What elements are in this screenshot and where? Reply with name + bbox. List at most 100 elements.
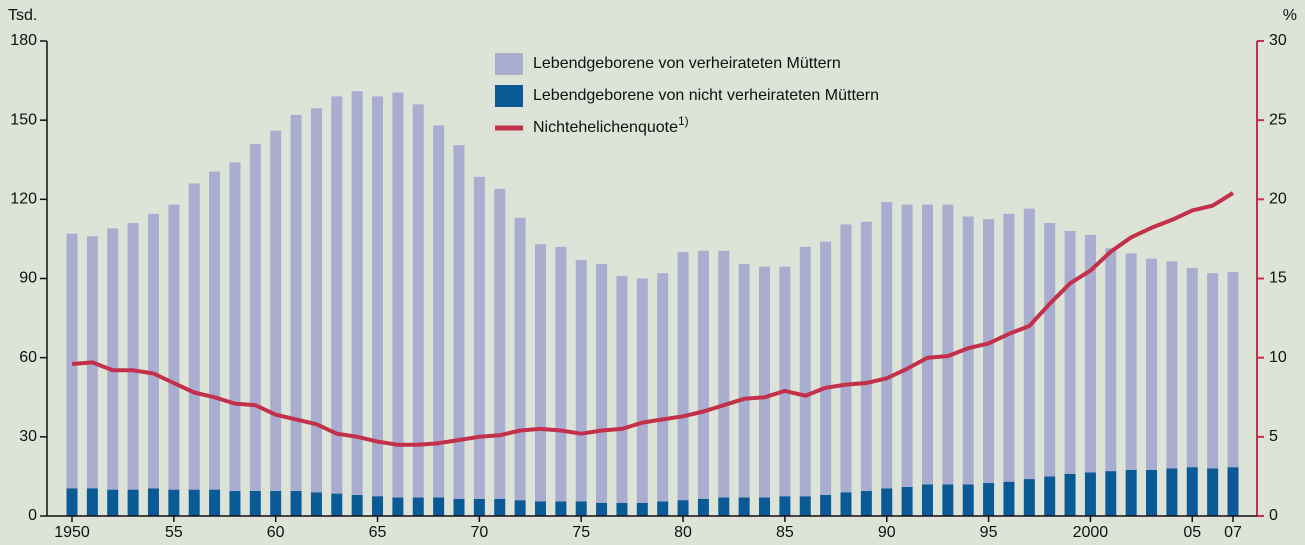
y2-axis-label: %	[1283, 7, 1297, 24]
bar	[1207, 468, 1219, 516]
bar	[168, 204, 180, 490]
bar	[921, 484, 933, 516]
bar	[310, 492, 322, 516]
bar	[392, 497, 404, 516]
y-tick-label: 90	[19, 270, 37, 287]
bar	[127, 223, 139, 490]
bar	[473, 176, 485, 499]
bar	[1146, 258, 1158, 470]
bar	[1227, 467, 1239, 516]
y2-tick-label: 25	[1269, 111, 1287, 128]
bar	[901, 486, 913, 516]
x-tick-label: 55	[165, 524, 183, 541]
bar	[657, 273, 669, 502]
bar	[616, 502, 628, 516]
bar	[575, 501, 587, 516]
bar	[494, 188, 506, 499]
bar	[636, 502, 648, 516]
y-tick-label: 60	[19, 349, 37, 366]
bar	[962, 484, 974, 516]
y-tick-label: 30	[19, 428, 37, 445]
bar	[616, 275, 628, 503]
legend-label: Lebendgeborene von verheirateten Müttern	[533, 55, 841, 72]
legend-text: Lebendgeborene von verheirateten Müttern	[533, 55, 841, 72]
bar	[494, 498, 506, 516]
y-tick-label: 0	[28, 507, 37, 524]
bar	[779, 266, 791, 497]
bar	[270, 490, 282, 516]
bar	[514, 500, 526, 516]
bar	[372, 496, 384, 516]
bar	[229, 162, 241, 491]
bar	[351, 494, 363, 516]
legend-label: Lebendgeborene von nicht verheirateten M…	[533, 87, 879, 104]
y-tick-label: 120	[10, 191, 37, 208]
bar	[209, 171, 221, 490]
bar	[86, 488, 98, 516]
bar	[860, 490, 872, 516]
bar	[1207, 273, 1219, 469]
bar	[433, 497, 445, 516]
bar	[881, 488, 893, 516]
x-tick-label: 60	[267, 524, 285, 541]
bar	[372, 96, 384, 497]
bar	[677, 252, 689, 501]
x-tick-label: 2000	[1073, 524, 1109, 541]
bar	[412, 497, 424, 516]
bar	[555, 501, 567, 516]
legend-swatch	[495, 85, 523, 107]
bar	[453, 145, 465, 499]
bar	[962, 216, 974, 485]
bar	[555, 246, 567, 502]
bar	[779, 496, 791, 516]
x-tick-label: 95	[980, 524, 998, 541]
x-tick-label: 70	[470, 524, 488, 541]
bar	[147, 488, 159, 516]
bar	[1125, 469, 1137, 516]
x-tick-label: 85	[776, 524, 794, 541]
bar	[1003, 481, 1015, 516]
bar	[229, 490, 241, 516]
bar	[901, 204, 913, 487]
bar	[107, 489, 119, 516]
bar	[636, 278, 648, 503]
bar	[840, 492, 852, 516]
bar	[473, 498, 485, 516]
bar	[799, 246, 811, 497]
bar	[596, 502, 608, 516]
bar	[596, 263, 608, 503]
bar	[983, 483, 995, 516]
bar	[209, 489, 221, 516]
y2-tick-label: 0	[1269, 507, 1278, 524]
bar	[66, 233, 78, 489]
bar	[1003, 213, 1015, 482]
bar	[1023, 208, 1035, 480]
legend-text: Lebendgeborene von nicht verheirateten M…	[533, 87, 879, 104]
bar	[575, 260, 587, 502]
bar	[290, 490, 302, 516]
bar	[331, 493, 343, 516]
bar	[738, 497, 750, 516]
bar	[249, 143, 261, 491]
bar	[1044, 223, 1056, 477]
bar	[820, 241, 832, 495]
legend-label: Nichtehelichenquote1)	[533, 114, 689, 136]
legend-footnote: 1)	[678, 114, 689, 128]
y-tick-label: 150	[10, 111, 37, 128]
bar	[514, 217, 526, 501]
bar	[412, 104, 424, 498]
bar	[290, 114, 302, 491]
bar	[759, 266, 771, 498]
bar	[983, 219, 995, 484]
bar	[351, 91, 363, 495]
bar	[657, 501, 669, 516]
bar	[1064, 473, 1076, 516]
bar	[1023, 479, 1035, 516]
line-series	[71, 191, 1235, 447]
bar	[697, 250, 709, 499]
bar	[270, 130, 282, 491]
bar	[66, 488, 78, 516]
bar	[310, 108, 322, 493]
bar	[127, 489, 139, 516]
